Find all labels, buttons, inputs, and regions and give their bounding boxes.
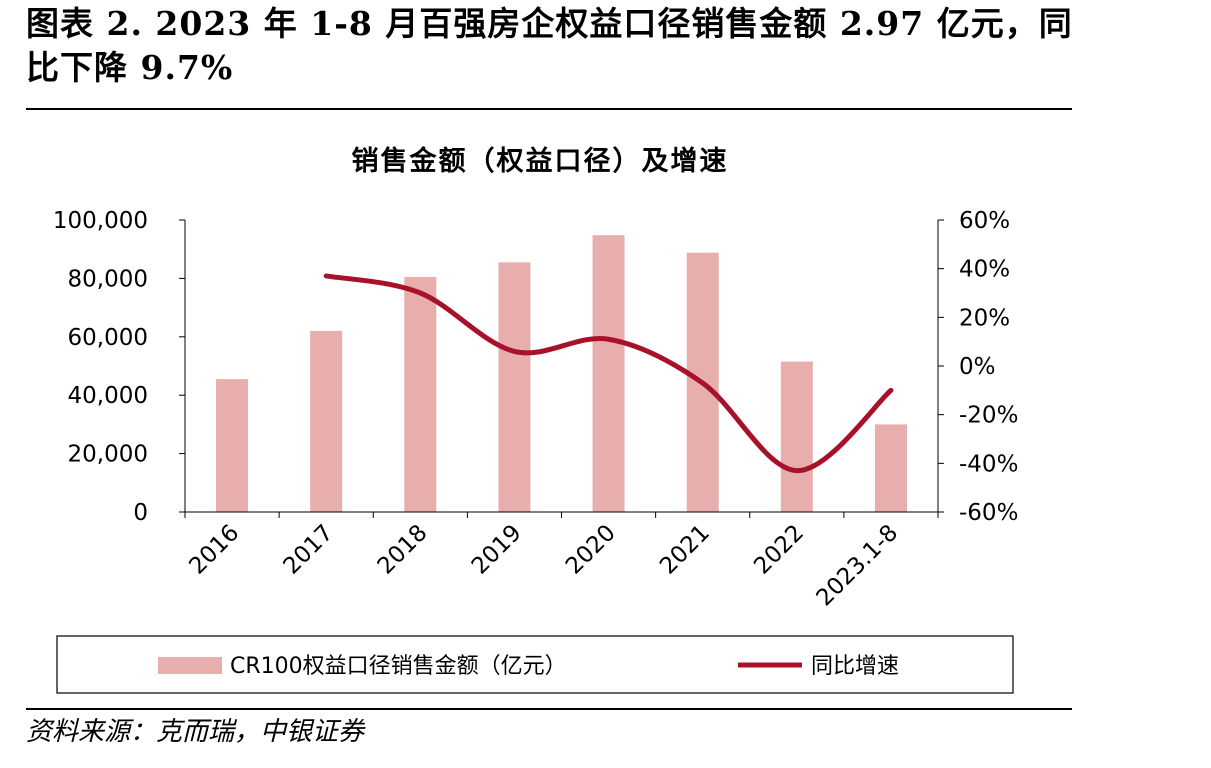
x-tick-label: 2023.1-8 (812, 520, 904, 612)
legend-label-bar: CR100权益口径销售金额（亿元） (230, 654, 567, 679)
chart-title: 销售金额（权益口径）及增速 (352, 145, 729, 177)
chart: 销售金额（权益口径）及增速 0 20,000 40,000 60,000 80,000 1… (53, 145, 1018, 694)
x-tick-label: 2020 (561, 520, 621, 580)
y-left-tick-label: 100,000 (53, 208, 148, 234)
x-tick-label: 2021 (655, 520, 715, 580)
x-tick-label: 2018 (373, 520, 433, 580)
y-right-tick-label: -40% (959, 451, 1018, 477)
top-rule (26, 108, 1072, 110)
y-left-tick-label: 20,000 (68, 442, 148, 468)
y-right-tick-label: 20% (959, 305, 1010, 331)
y-left-tick-label: 0 (133, 500, 148, 526)
bar-series (216, 235, 907, 513)
bar (310, 330, 343, 512)
bar (498, 262, 531, 512)
bar (404, 276, 437, 512)
y-left-tick-label: 60,000 (68, 325, 148, 351)
legend-frame (56, 635, 1014, 694)
x-tick-label: 2022 (749, 520, 809, 580)
y-left-tick-label: 40,000 (68, 383, 148, 409)
legend: CR100权益口径销售金额（亿元） 同比增速 (56, 635, 1014, 694)
bar (780, 361, 813, 512)
legend-swatch-bar (158, 657, 222, 674)
line-series (323, 273, 894, 474)
legend-label-line: 同比增速 (811, 654, 899, 679)
y-left-tick-label: 80,000 (68, 266, 148, 292)
y-right-tick-label: -20% (959, 403, 1018, 429)
x-tick-label: 2016 (185, 520, 245, 580)
x-tick-label: 2019 (467, 520, 527, 580)
figure-title: 图表 2. 2023 年 1-8 月百强房企权益口径销售金额 2.97 亿元，同… (26, 4, 1073, 87)
y-right-tick-label: 0% (959, 354, 996, 380)
bottom-rule (26, 708, 1072, 710)
bar (874, 424, 907, 512)
y-right-tick-label: 40% (959, 257, 1010, 283)
source-note: 资料来源：克而瑞，中银证券 (26, 717, 365, 747)
bar (592, 235, 625, 512)
bar (216, 379, 249, 512)
y-right-tick-label: 60% (959, 208, 1010, 234)
y-right-tick-label: -60% (959, 500, 1018, 526)
x-tick-label: 2017 (279, 520, 339, 580)
